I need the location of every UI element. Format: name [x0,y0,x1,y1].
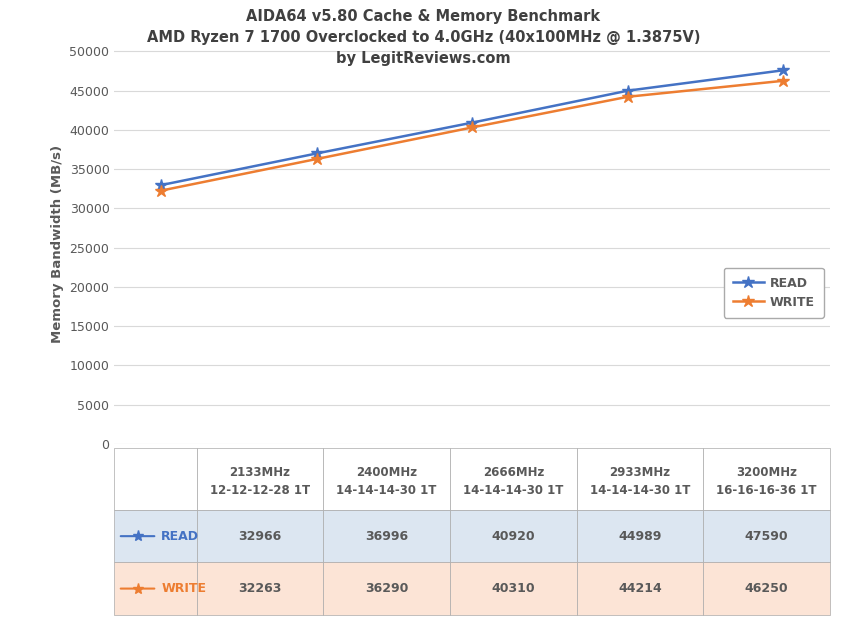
WRITE [623,93,633,101]
Text: 14-14-14-30 1T: 14-14-14-30 1T [590,484,690,497]
Bar [450,448,577,510]
Text: READ: READ [161,530,199,543]
Bar [197,563,324,615]
Text: AIDA64 v5.80 Cache & Memory Benchmark
AMD Ryzen 7 1700 Overclocked to 4.0GHz (40: AIDA64 v5.80 Cache & Memory Benchmark AM… [147,9,700,66]
Text: 16-16-16-36 1T: 16-16-16-36 1T [717,484,817,497]
Bar [324,510,450,563]
Text: 14-14-14-30 1T: 14-14-14-30 1T [336,484,437,497]
READ [312,150,322,157]
Bar [114,563,197,615]
Text: 36996: 36996 [365,530,408,543]
Text: 40920: 40920 [491,530,535,543]
Text: 46250: 46250 [745,582,789,595]
READ [623,87,633,94]
Text: 2133MHz: 2133MHz [230,466,291,479]
Bar [324,448,450,510]
WRITE [312,155,322,163]
Y-axis label: Memory Bandwidth (MB/s): Memory Bandwidth (MB/s) [51,145,64,343]
Text: 2400MHz: 2400MHz [356,466,418,479]
Bar [577,563,703,615]
Text: 32966: 32966 [238,530,281,543]
Bar [450,563,577,615]
READ [468,119,478,126]
Legend: READ, WRITE: READ, WRITE [724,268,824,317]
WRITE [468,124,478,131]
Bar [450,510,577,563]
Text: 36290: 36290 [365,582,408,595]
Text: 3200MHz: 3200MHz [736,466,797,479]
Bar [577,510,703,563]
Bar [114,510,197,563]
Bar [703,510,830,563]
READ [156,181,166,189]
Bar [703,563,830,615]
Text: 12-12-12-28 1T: 12-12-12-28 1T [210,484,310,497]
Bar [114,448,197,510]
Line: READ: READ [155,64,789,191]
Text: 40310: 40310 [491,582,535,595]
Bar [324,563,450,615]
Text: 47590: 47590 [745,530,789,543]
Bar [197,448,324,510]
Text: 14-14-14-30 1T: 14-14-14-30 1T [463,484,563,497]
Text: 32263: 32263 [238,582,282,595]
Text: 44214: 44214 [618,582,662,595]
WRITE [778,77,789,84]
Line: WRITE: WRITE [155,75,789,197]
Text: 2933MHz: 2933MHz [610,466,671,479]
Text: 44989: 44989 [618,530,662,543]
Bar [197,510,324,563]
Text: 2666MHz: 2666MHz [483,466,544,479]
Bar [577,448,703,510]
WRITE [156,187,166,194]
Text: WRITE: WRITE [161,582,207,595]
READ [778,66,789,74]
Bar [703,448,830,510]
